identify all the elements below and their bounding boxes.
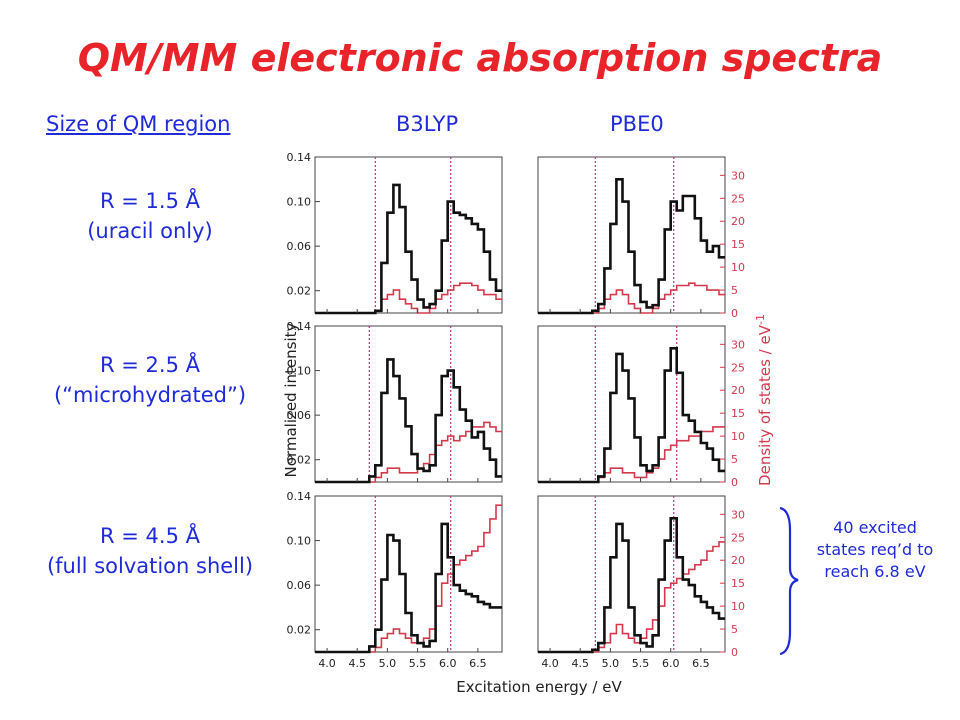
row-radius: R = 1.5 Å	[100, 189, 200, 213]
spectrum-panel: 0 5 10 15 20 25 30	[537, 156, 745, 320]
panel-frame	[537, 495, 726, 653]
y-tick-label-right: 30	[731, 508, 745, 521]
x-tick-label: 5.5	[409, 657, 427, 670]
x-tick-label: 6.5	[469, 657, 487, 670]
y-tick-label-right: 20	[731, 554, 745, 567]
row-label-2: R = 2.5 Å (“microhydrated”)	[0, 350, 300, 410]
y-tick-label-left: 0.02	[287, 454, 312, 467]
x-tick-label: 4.0	[541, 657, 559, 670]
x-axis-title: Excitation energy / eV	[456, 678, 622, 696]
spectrum-panel: 0 5 10 15 20 25 30	[537, 325, 745, 489]
row-radius: R = 2.5 Å	[100, 353, 200, 377]
x-tick-label: 6.0	[662, 657, 680, 670]
x-tick-label: 5.5	[632, 657, 650, 670]
page-title: QM/MM electronic absorption spectra	[77, 36, 883, 80]
excited-states-note: 40 excited states req’d to reach 6.8 eV	[816, 518, 934, 581]
y-tick-label-right: 0	[731, 307, 738, 320]
y-tick-label-right: 15	[731, 577, 745, 590]
y-tick-label-left: 0.02	[287, 624, 312, 637]
y-tick-label-right: 0	[731, 476, 738, 489]
y-tick-label-right: 0	[731, 646, 738, 659]
y-tick-label-right: 25	[731, 361, 745, 374]
y-tick-label-left: 0.14	[287, 151, 312, 164]
y-tick-label-right: 25	[731, 192, 745, 205]
intensity-series	[538, 517, 725, 654]
y-tick-label-left: 0.10	[287, 535, 312, 548]
y-tick-label-left: 0.14	[287, 320, 312, 333]
y-tick-label-left: 0.06	[287, 409, 312, 422]
panel-frame	[314, 495, 503, 653]
y-tick-label-right: 5	[731, 284, 738, 297]
intensity-series	[538, 347, 725, 484]
y-tick-label-right: 20	[731, 384, 745, 397]
spectrum-panel: 0 5 10 15 20 25 30 4.0 4.5 5.0 5.5 6.0 6.5	[537, 495, 745, 670]
y-axis-title-right: Density of states / eV-1	[754, 314, 774, 486]
y-axis-title-left: Normalized intensity	[282, 322, 300, 477]
row-description: (full solvation shell)	[46, 554, 254, 578]
panel-frame	[314, 156, 503, 314]
header-qm-region-size: Size of QM region	[46, 112, 231, 136]
intensity-series	[315, 358, 502, 484]
header-pbe0: PBE0	[610, 112, 664, 136]
y-tick-label-right: 10	[731, 430, 745, 443]
spectrum-panel: 0.02 0.06 0.10 0.14	[287, 320, 503, 484]
y-tick-label-left: 0.10	[287, 196, 312, 209]
x-tick-label: 4.0	[318, 657, 336, 670]
row-radius: R = 4.5 Å	[100, 524, 200, 548]
y-tick-label-right: 5	[731, 623, 738, 636]
y-tick-label-right: 10	[731, 600, 745, 613]
y-tick-label-left: 0.10	[287, 365, 312, 378]
spectrum-panel: 0.02 0.06 0.10 0.14 4.0 4.5 5.0 5.5 6.0 6.5	[287, 490, 503, 670]
row-description: (uracil only)	[87, 219, 213, 243]
y-tick-label-left: 0.14	[287, 490, 312, 503]
x-tick-label: 6.5	[692, 657, 710, 670]
y-tick-label-left: 0.02	[287, 285, 312, 298]
y-tick-label-left: 0.06	[287, 240, 312, 253]
y-tick-label-right: 30	[731, 338, 745, 351]
y-tick-label-right: 20	[731, 215, 745, 228]
row-label-1: R = 1.5 Å (uracil only)	[0, 186, 300, 246]
y-tick-label-right: 25	[731, 531, 745, 544]
x-tick-label: 6.0	[439, 657, 457, 670]
panel-frame	[314, 325, 503, 483]
row-label-3: R = 4.5 Å (full solvation shell)	[0, 521, 300, 581]
y-tick-label-right: 15	[731, 407, 745, 420]
panel-frame	[537, 325, 726, 483]
panel-frame	[537, 156, 726, 314]
y-tick-label-right: 5	[731, 453, 738, 466]
row-description: (“microhydrated”)	[53, 383, 247, 407]
y-tick-label-left: 0.06	[287, 579, 312, 592]
y-tick-label-right: 15	[731, 238, 745, 251]
intensity-series	[315, 183, 502, 315]
x-tick-label: 4.5	[571, 657, 589, 670]
intensity-series	[538, 178, 725, 315]
header-b3lyp: B3LYP	[396, 112, 459, 136]
spectrum-panel: 0.02 0.06 0.10 0.14	[287, 151, 503, 315]
y-tick-label-right: 30	[731, 169, 745, 182]
x-tick-label: 4.5	[348, 657, 366, 670]
x-tick-label: 5.0	[379, 657, 397, 670]
intensity-series	[315, 522, 502, 654]
y-tick-label-right: 10	[731, 261, 745, 274]
brace-icon	[779, 506, 799, 656]
x-tick-label: 5.0	[602, 657, 620, 670]
